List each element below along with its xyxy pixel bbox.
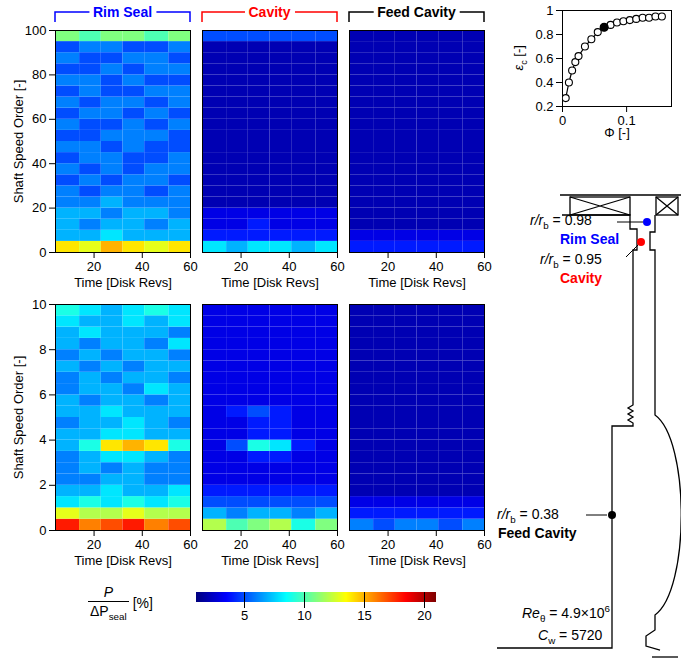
svg-text:20: 20 — [381, 537, 395, 552]
svg-text:20: 20 — [87, 259, 101, 274]
html-text:r/rb= 0.38: r/rb= 0.38 — [497, 506, 559, 525]
svg-text:20: 20 — [417, 608, 431, 623]
svg-text:8: 8 — [39, 342, 46, 357]
svg-text:Time [Disk Revs]: Time [Disk Revs] — [368, 553, 466, 568]
svg-text:40: 40 — [282, 259, 296, 274]
html-text:P: P — [103, 584, 113, 600]
html-text:Reθ= 4.9×10: Reθ= 4.9×10 — [522, 604, 605, 624]
svg-text:Time [Disk Revs]: Time [Disk Revs] — [74, 275, 172, 290]
svg-text:0: 0 — [39, 245, 46, 260]
svg-text:40: 40 — [32, 156, 46, 171]
html-text:Rim Seal: Rim Seal — [92, 4, 153, 20]
svg-text:10: 10 — [32, 298, 46, 312]
html-text:Cw= 5720: Cw= 5720 — [538, 627, 603, 646]
html-text:c: c — [518, 60, 529, 65]
html-text:Feed Cavity: Feed Cavity — [377, 4, 456, 20]
html-text:ε: ε — [511, 65, 527, 71]
svg-text:Time [Disk Revs]: Time [Disk Revs] — [368, 275, 466, 290]
svg-text:60: 60 — [330, 537, 344, 552]
svg-text:Time [Disk Revs]: Time [Disk Revs] — [221, 553, 319, 568]
svg-text:0: 0 — [559, 113, 566, 128]
svg-text:20: 20 — [87, 537, 101, 552]
svg-text:60: 60 — [477, 537, 491, 552]
svg-text:Time [Disk Revs]: Time [Disk Revs] — [74, 553, 172, 568]
svg-text:100: 100 — [25, 24, 47, 38]
html-text:Cavity: Cavity — [248, 4, 291, 20]
svg-text:0.6: 0.6 — [535, 51, 553, 66]
svg-text:5: 5 — [241, 608, 248, 623]
svg-text:60: 60 — [330, 259, 344, 274]
svg-text:20: 20 — [32, 200, 46, 215]
svg-text:0.1: 0.1 — [617, 112, 636, 128]
svg-text:6: 6 — [39, 387, 46, 402]
svg-text:40: 40 — [135, 537, 149, 552]
svg-text:40: 40 — [429, 537, 443, 552]
svg-text:20: 20 — [381, 259, 395, 274]
svg-text:15: 15 — [357, 608, 371, 623]
svg-text:4: 4 — [39, 432, 46, 447]
svg-text:60: 60 — [477, 259, 491, 274]
svg-text:40: 40 — [135, 259, 149, 274]
svg-text:Shaft Speed Order [-]: Shaft Speed Order [-] — [11, 80, 26, 204]
svg-text:Φ [-]: Φ [-] — [604, 125, 630, 140]
svg-text:0: 0 — [39, 523, 46, 538]
html-text:Rim Seal: Rim Seal — [560, 231, 620, 247]
svg-text:40: 40 — [282, 537, 296, 552]
svg-text:60: 60 — [183, 259, 197, 274]
html-text:Feed Cavity: Feed Cavity — [498, 525, 577, 541]
svg-text:60: 60 — [32, 111, 46, 126]
svg-text:1: 1 — [546, 3, 553, 18]
svg-text:0.4: 0.4 — [535, 75, 553, 90]
svg-text:10: 10 — [297, 608, 311, 623]
html-text:6: 6 — [604, 603, 610, 614]
html-text:ΔPseal: ΔPseal — [90, 603, 127, 622]
svg-text:Time [Disk Revs]: Time [Disk Revs] — [221, 275, 319, 290]
svg-text:2: 2 — [39, 477, 46, 492]
svg-text:60: 60 — [183, 537, 197, 552]
svg-text:0.8: 0.8 — [535, 27, 553, 42]
html-text:r/rb= 0.98: r/rb= 0.98 — [530, 212, 592, 231]
svg-text:80: 80 — [32, 67, 46, 82]
svg-text:0.2: 0.2 — [535, 99, 553, 114]
svg-text:40: 40 — [429, 259, 443, 274]
svg-text:20: 20 — [234, 537, 248, 552]
svg-text:Shaft Speed Order [-]: Shaft Speed Order [-] — [11, 356, 26, 480]
svg-text:20: 20 — [234, 259, 248, 274]
html-text:Cavity: Cavity — [560, 270, 602, 286]
html-text:r/rb= 0.95: r/rb= 0.95 — [540, 251, 602, 270]
